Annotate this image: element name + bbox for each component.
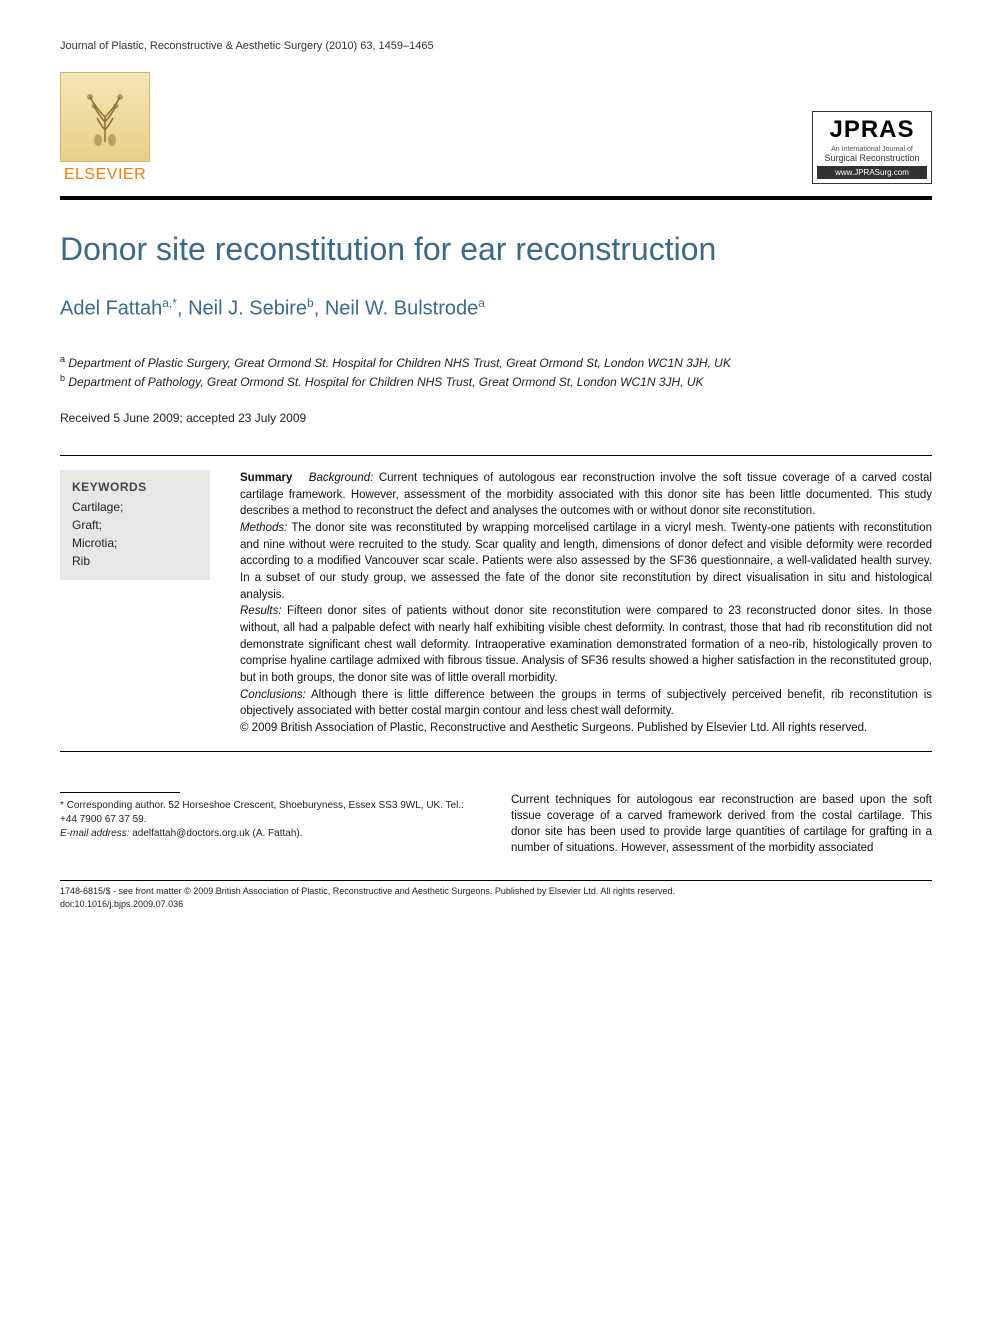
keywords-heading: KEYWORDS (72, 480, 198, 494)
corresponding-text: Corresponding author. 52 Horseshoe Cresc… (60, 800, 464, 825)
keywords-column: KEYWORDS Cartilage; Graft; Microtia; Rib (60, 470, 210, 737)
keyword-3: Microtia; (72, 534, 198, 552)
affiliation-b: b Department of Pathology, Great Ormond … (60, 372, 932, 391)
author-3-aff: a (478, 296, 485, 310)
jpras-logo: JPRAS An International Journal of Surgic… (812, 111, 932, 184)
abstract-block: KEYWORDS Cartilage; Graft; Microtia; Rib… (60, 456, 932, 751)
author-2-aff: b (307, 296, 314, 310)
author-3: Neil W. Bulstrode (325, 298, 478, 320)
article-dates: Received 5 June 2009; accepted 23 July 2… (60, 411, 932, 425)
keyword-1: Cartilage; (72, 498, 198, 516)
email-address[interactable]: adelfattah@doctors.org.uk (132, 828, 249, 839)
background-label: Background: (309, 472, 374, 484)
elsevier-logo: ELSEVIER (60, 72, 150, 184)
article-title: Donor site reconstitution for ear recons… (60, 230, 932, 268)
keywords-box: KEYWORDS Cartilage; Graft; Microtia; Rib (60, 470, 210, 580)
email-person: (A. Fattah). (252, 828, 302, 839)
affiliation-a: a Department of Plastic Surgery, Great O… (60, 353, 932, 372)
author-1-aff: a,* (162, 296, 177, 310)
conclusions-label: Conclusions: (240, 689, 306, 701)
authors: Adel Fattaha,*, Neil J. Sebireb, Neil W.… (60, 296, 932, 321)
author-1: Adel Fattah (60, 298, 162, 320)
footnote-divider (60, 792, 180, 793)
summary-column: Summary Background: Current techniques o… (240, 470, 932, 737)
author-2: Neil J. Sebire (188, 298, 307, 320)
footer-block: 1748-6815/$ - see front matter © 2009 Br… (60, 880, 932, 910)
methods-label: Methods: (240, 522, 287, 534)
results-text: Fifteen donor sites of patients without … (240, 605, 932, 684)
email-label: E-mail address: (60, 828, 129, 839)
footer-divider (60, 880, 932, 881)
methods-text: The donor site was reconstituted by wrap… (240, 522, 932, 601)
affiliations: a Department of Plastic Surgery, Great O… (60, 353, 932, 391)
footer-line-1: 1748-6815/$ - see front matter © 2009 Br… (60, 885, 932, 898)
corresponding-star: * (60, 800, 64, 811)
elsevier-tree-icon (60, 72, 150, 162)
abstract-bottom-divider (60, 751, 932, 752)
summary-label: Summary (240, 472, 292, 484)
body-right-column: Current techniques for autologous ear re… (511, 792, 932, 856)
aff-text-b: Department of Pathology, Great Ormond St… (68, 375, 703, 389)
journal-header: Journal of Plastic, Reconstructive & Aes… (60, 40, 932, 52)
results-label: Results: (240, 605, 282, 617)
jpras-url[interactable]: www.JPRASurg.com (817, 166, 927, 179)
jpras-acronym: JPRAS (817, 116, 927, 144)
corresponding-footnote: * Corresponding author. 52 Horseshoe Cre… (60, 799, 481, 841)
keyword-4: Rib (72, 552, 198, 570)
body-columns: * Corresponding author. 52 Horseshoe Cre… (60, 792, 932, 856)
body-left-column: * Corresponding author. 52 Horseshoe Cre… (60, 792, 481, 856)
jpras-sub2: Surgical Reconstruction (817, 153, 927, 163)
aff-sup-b: b (60, 373, 65, 383)
conclusions-text: Although there is little difference betw… (240, 689, 932, 718)
keywords-list: Cartilage; Graft; Microtia; Rib (72, 498, 198, 570)
elsevier-name: ELSEVIER (64, 166, 146, 184)
keyword-2: Graft; (72, 516, 198, 534)
intro-paragraph: Current techniques for autologous ear re… (511, 794, 932, 854)
aff-text-a: Department of Plastic Surgery, Great Orm… (68, 356, 730, 370)
footer-line-2: doi:10.1016/j.bjps.2009.07.036 (60, 898, 932, 911)
jpras-sub1: An International Journal of (817, 146, 927, 153)
aff-sup-a: a (60, 354, 65, 364)
copyright-text: © 2009 British Association of Plastic, R… (240, 722, 867, 734)
header-divider (60, 196, 932, 200)
logos-row: ELSEVIER JPRAS An International Journal … (60, 72, 932, 184)
